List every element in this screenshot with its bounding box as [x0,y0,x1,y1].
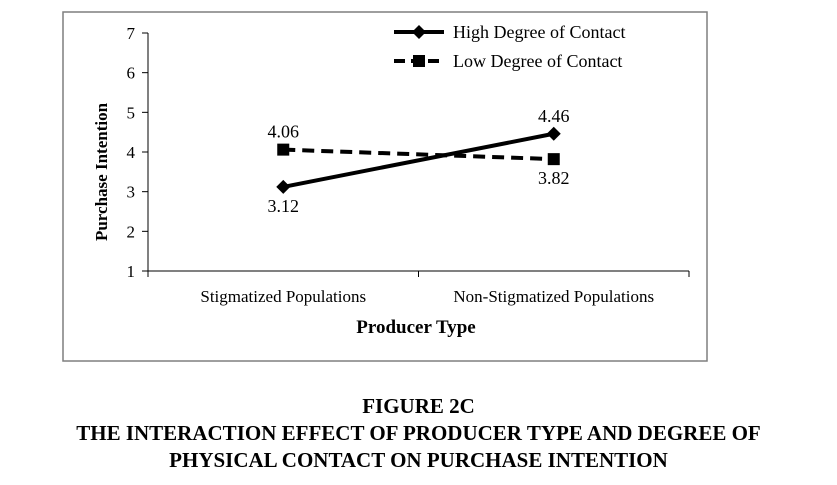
y-tick-label: 5 [127,103,136,122]
x-axis-title: Producer Type [356,317,475,338]
data-point-high-degree-of-contact [276,179,291,194]
legend-label-low-degree-of-contact: Low Degree of Contact [453,51,622,71]
x-tick-label: Non-Stigmatized Populations [453,287,654,306]
series-line-low-degree-of-contact [283,147,554,162]
chart-frame [62,11,708,362]
series-line-high-degree-of-contact [282,131,555,189]
x-ticks: Stigmatized Populations Non-Stigmatized P… [147,271,690,306]
y-tick-label: 3 [127,183,136,202]
x-tick-label: Stigmatized Populations [200,287,366,306]
y-tick-label: 1 [127,262,136,281]
legend: High Degree of Contact Low Degree of Cont… [394,22,625,71]
y-tick-label: 7 [127,24,136,43]
data-label-low-degree-of-contact: 4.06 [268,122,300,142]
data-point-low-degree-of-contact [547,153,560,166]
data-label-low-degree-of-contact: 3.82 [538,168,570,188]
series-layer: 3.12 4.46 4.06 3.82 [268,106,570,216]
legend-marker-high-degree-of-contact [412,25,426,39]
data-point-low-degree-of-contact [277,143,290,156]
figure-label: FIGURE 2C [362,394,475,418]
legend-label-high-degree-of-contact: High Degree of Contact [453,22,625,42]
y-axis-title: Purchase Intention [92,102,111,241]
y-tick-label: 2 [127,222,136,241]
figure-caption-line-1: THE INTERACTION EFFECT OF PRODUCER TYPE … [76,421,761,445]
y-ticks: 1 2 3 4 5 6 7 [127,24,148,281]
y-tick-label: 4 [127,143,136,162]
data-label-high-degree-of-contact: 3.12 [268,196,300,216]
data-label-high-degree-of-contact: 4.46 [538,106,570,126]
y-tick-label: 6 [127,64,136,83]
legend-marker-low-degree-of-contact [413,55,425,67]
data-point-high-degree-of-contact [546,126,561,141]
figure-caption-line-2: PHYSICAL CONTACT ON PURCHASE INTENTION [169,448,668,472]
